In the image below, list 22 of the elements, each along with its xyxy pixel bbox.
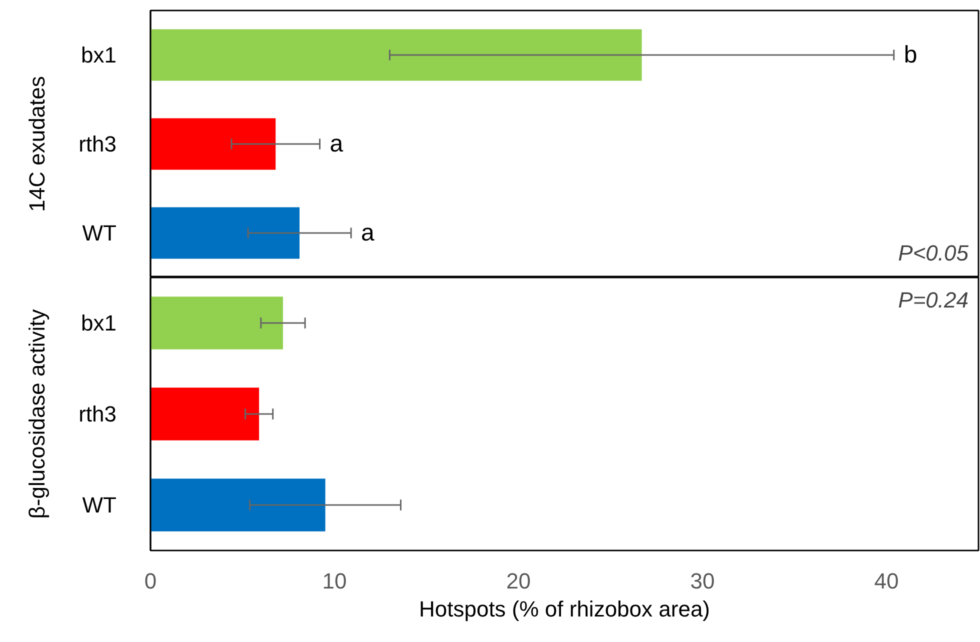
annotation: a [361, 220, 376, 246]
x-tick-label: 40 [874, 568, 899, 594]
y-tick-label: WT [82, 492, 116, 518]
bar [150, 388, 260, 440]
x-axis-title: Hotspots (% of rhizobox area) [418, 596, 710, 622]
bar [150, 478, 326, 532]
y-tick-label: bx1 [81, 310, 117, 336]
y-axis-title: 14C exudates [24, 76, 50, 212]
y-tick-label: rth3 [78, 402, 117, 426]
y-tick-label: WT [82, 220, 116, 246]
annotation: P<0.05 [898, 240, 970, 266]
x-tick-label: 30 [690, 568, 715, 594]
x-tick-label: 0 [144, 568, 157, 594]
annotation: a [330, 130, 344, 158]
annotation: P=0.24 [898, 288, 969, 312]
y-tick-label: rth3 [78, 132, 117, 156]
y-tick-label: bx1 [81, 42, 117, 68]
y-axis-title: β-glucosidase activity [24, 309, 50, 519]
annotation: b [904, 42, 918, 68]
x-tick-label: 20 [506, 568, 531, 594]
bar [150, 296, 283, 350]
x-tick-label: 10 [322, 568, 347, 594]
